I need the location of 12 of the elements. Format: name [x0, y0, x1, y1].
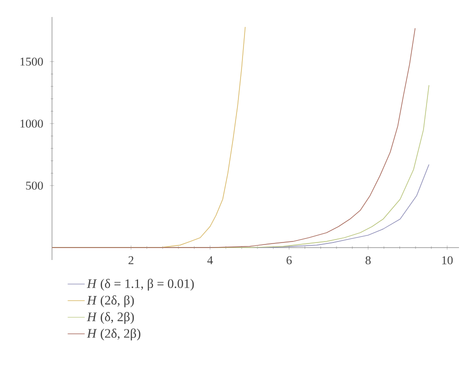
x-tick-label: 10: [442, 256, 453, 264]
x-tick-label: 6: [286, 256, 292, 264]
legend-label: H (2δ, β): [86, 295, 134, 308]
legend-label: H (δ, 2β): [86, 312, 134, 324]
y-tick-label: 500: [26, 182, 43, 190]
legend-label: H (δ = 1.1, β = 0.01): [86, 278, 194, 291]
x-tick-label: 8: [366, 256, 371, 264]
x-tick-label: 4: [207, 256, 213, 264]
y-tick-label: 1000: [20, 120, 43, 128]
y-tick-label: 1500: [20, 58, 43, 66]
legend-label: H (2δ, 2β): [86, 328, 140, 340]
x-tick-label: 2: [128, 256, 134, 264]
